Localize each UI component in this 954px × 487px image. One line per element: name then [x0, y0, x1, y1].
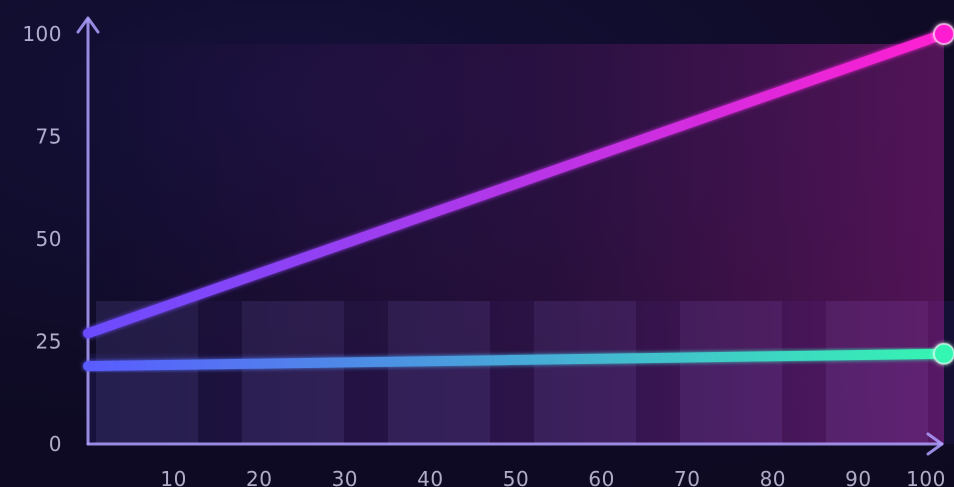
- x-tick-label-30: 30: [332, 467, 358, 487]
- y-tick-label-25: 25: [36, 330, 62, 354]
- x-tick-label-80: 80: [760, 467, 786, 487]
- series-line-2: [83, 348, 949, 372]
- series: [83, 23, 954, 372]
- x-tick-label-20: 20: [246, 467, 272, 487]
- y-tick-label-100: 100: [22, 22, 62, 46]
- x-tick-label-50: 50: [503, 467, 529, 487]
- x-tick-label-60: 60: [588, 467, 614, 487]
- y-tick-label-50: 50: [36, 227, 62, 251]
- x-tick-label-70: 70: [674, 467, 700, 487]
- series-line-1: [83, 29, 949, 339]
- series-end-marker-1: [933, 23, 954, 45]
- series-end-marker-2: [933, 342, 954, 365]
- tick-labels: 0 25 50 75 100 10 20 30 40 50 60 70 80 90 100: [22, 22, 946, 487]
- y-axis-arrowhead: [76, 16, 100, 34]
- x-tick-label-90: 90: [845, 467, 871, 487]
- magenta-glow: [88, 44, 944, 444]
- x-tick-label-10: 10: [160, 467, 186, 487]
- axes: [76, 16, 944, 456]
- background-bars: [88, 44, 954, 444]
- y-tick-label-0: 0: [49, 432, 62, 456]
- x-axis-arrowhead: [926, 432, 944, 456]
- y-tick-label-75: 75: [36, 125, 62, 149]
- x-tick-label-40: 40: [417, 467, 443, 487]
- x-tick-label-100: 100: [906, 467, 946, 487]
